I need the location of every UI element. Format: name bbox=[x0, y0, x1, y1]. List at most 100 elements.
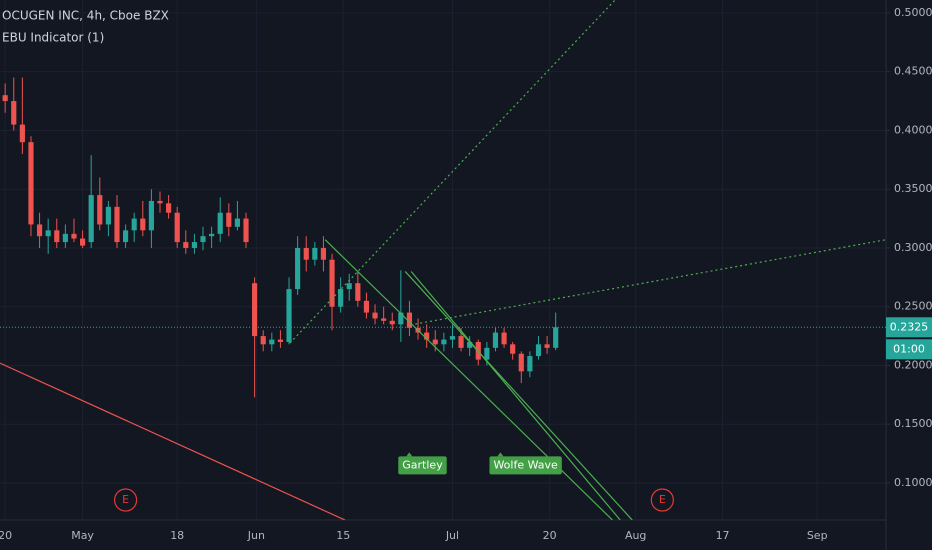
candle-body bbox=[441, 339, 447, 345]
x-tick-label: 17 bbox=[716, 529, 730, 542]
axes: 0.1000 0.1500 0.2000 0.2500 0.3000 0.3500 0.40… bbox=[0, 6, 932, 542]
candle-body bbox=[501, 332, 507, 345]
x-tick-label: 18 bbox=[170, 529, 184, 542]
trend-line bbox=[324, 239, 613, 520]
candle-body bbox=[458, 336, 464, 348]
x-tick-label: Sep bbox=[807, 529, 828, 542]
plot-area: Gartley Wolfe Wave E E bbox=[0, 0, 886, 520]
y-tick-label: 0.4500 bbox=[894, 65, 932, 78]
candle-body bbox=[166, 203, 172, 213]
candle-body bbox=[157, 200, 163, 204]
candle-body bbox=[174, 212, 180, 243]
candle-body bbox=[131, 218, 137, 231]
candle-body bbox=[217, 212, 223, 234]
countdown-label: 01:00 bbox=[893, 342, 925, 355]
earnings-marker bbox=[113, 488, 138, 512]
candle-body bbox=[389, 320, 395, 325]
candle-body bbox=[535, 344, 542, 357]
candle-body bbox=[346, 283, 352, 290]
pattern-label-box bbox=[489, 456, 562, 475]
pattern-label-pointer bbox=[497, 452, 504, 457]
candle-body bbox=[200, 236, 206, 243]
candle-body bbox=[363, 300, 370, 313]
countdown-box bbox=[886, 339, 932, 360]
candle-body bbox=[36, 224, 43, 237]
y-tick-label: 0.2500 bbox=[894, 300, 932, 313]
chart-title: OCUGEN INC, 4h, Cboe BZX bbox=[2, 9, 169, 23]
candle-body bbox=[71, 233, 77, 239]
y-tick-label: 0.5000 bbox=[894, 6, 932, 19]
candle-body bbox=[191, 242, 197, 248]
candle-body bbox=[19, 124, 25, 143]
candle-body bbox=[140, 218, 146, 231]
candle-body bbox=[544, 344, 550, 348]
candle-body bbox=[226, 212, 232, 227]
x-tick-label: Jul bbox=[445, 529, 459, 542]
indicator-name: EBU Indicator (1) bbox=[2, 31, 104, 45]
y-tick-label: 0.2000 bbox=[894, 358, 932, 371]
candle-body bbox=[303, 247, 309, 260]
candle-body bbox=[518, 353, 524, 372]
last-price-box bbox=[886, 317, 932, 338]
candle-body bbox=[398, 312, 404, 325]
pattern-label-pointer bbox=[406, 452, 413, 457]
candle-body bbox=[286, 289, 292, 342]
candle-body bbox=[79, 238, 86, 246]
candle-body bbox=[97, 195, 103, 225]
candle-body bbox=[381, 318, 387, 321]
x-tick-label: May bbox=[71, 529, 94, 542]
pattern-label: Wolfe Wave bbox=[493, 458, 558, 471]
candle-body bbox=[45, 230, 51, 237]
trend-line bbox=[289, 0, 616, 344]
candle-body bbox=[62, 233, 68, 243]
candle-body bbox=[183, 242, 189, 248]
candle-body bbox=[2, 95, 8, 102]
candle-body bbox=[467, 341, 473, 348]
candle-body bbox=[260, 336, 266, 345]
candle-body bbox=[492, 332, 499, 348]
candle-body bbox=[449, 336, 456, 340]
trend-line bbox=[410, 239, 886, 326]
candle-body bbox=[123, 230, 129, 243]
candle-body bbox=[105, 206, 111, 225]
x-tick-label: Jun bbox=[247, 529, 265, 542]
candle-body bbox=[54, 230, 60, 243]
candle-body bbox=[424, 332, 430, 340]
candle-body bbox=[234, 218, 240, 227]
candle-body bbox=[269, 339, 275, 345]
y-tick-label: 0.3500 bbox=[894, 182, 932, 195]
candle-body bbox=[277, 339, 284, 342]
x-tick-label: Aug bbox=[625, 529, 646, 542]
pattern-label: Gartley bbox=[402, 458, 443, 471]
candle-body bbox=[114, 206, 120, 243]
last-price-label: 0.2325 bbox=[890, 320, 929, 333]
trend-line bbox=[404, 271, 633, 520]
earnings-label: E bbox=[659, 493, 666, 506]
candle-body bbox=[432, 339, 438, 345]
candle-body bbox=[338, 289, 344, 307]
candle-body bbox=[28, 142, 34, 225]
candle-body bbox=[320, 247, 327, 260]
candle-body bbox=[372, 312, 378, 319]
earnings-label: E bbox=[122, 493, 129, 506]
candle-body bbox=[11, 101, 17, 125]
candle-body bbox=[553, 327, 559, 348]
candle-body bbox=[295, 247, 301, 290]
x-tick-label: 20 bbox=[543, 529, 557, 542]
candle-body bbox=[243, 218, 249, 243]
candle-body bbox=[88, 195, 94, 243]
candle-body bbox=[148, 200, 154, 231]
y-tick-label: 0.3000 bbox=[894, 241, 932, 254]
trend-line bbox=[410, 271, 621, 520]
candle-body bbox=[355, 283, 361, 301]
candle-body bbox=[252, 283, 258, 337]
candle-body bbox=[406, 312, 413, 328]
earnings-marker bbox=[650, 488, 674, 512]
x-tick-label: 15 bbox=[336, 529, 350, 542]
candle-body bbox=[510, 344, 516, 354]
y-tick-label: 0.1500 bbox=[894, 417, 932, 430]
y-tick-label: 0.1000 bbox=[894, 476, 932, 489]
candle-body bbox=[312, 247, 318, 260]
